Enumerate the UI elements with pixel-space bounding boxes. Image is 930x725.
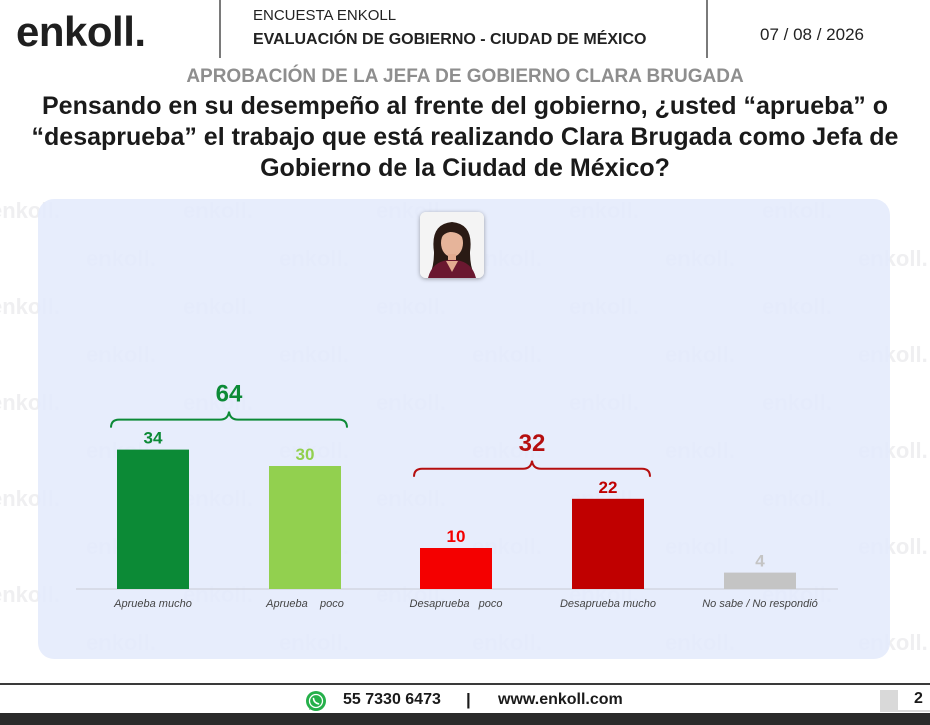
- survey-date: 07 / 08 / 2026: [760, 25, 864, 44]
- survey-title: EVALUACIÓN DE GOBIERNO - CIUDAD DE MÉXIC…: [253, 31, 647, 48]
- group-bracket: [110, 411, 348, 428]
- header: enkoll. ENCUESTA ENKOLL EVALUACIÓN DE GO…: [0, 0, 930, 60]
- footer-divider: [0, 683, 930, 685]
- chart-subtitle: APROBACIÓN DE LA JEFA DE GOBIERNO CLARA …: [186, 66, 744, 87]
- bar: [572, 498, 644, 589]
- bar: [117, 449, 189, 589]
- survey-question: Pensando en su desempeño al frente del g…: [31, 92, 899, 182]
- data-label: 30: [296, 445, 315, 464]
- data-label: 34: [144, 429, 163, 448]
- group-total-label: 64: [216, 381, 243, 408]
- header-divider: [219, 0, 221, 58]
- header-divider: [706, 0, 708, 58]
- group-bracket: [413, 460, 651, 477]
- bar-chart: 34 Aprueba mucho 30 Aprueba poco 10 Desaprueb…: [76, 381, 838, 610]
- bar: [724, 572, 796, 589]
- category-label: Desaprueba poco: [410, 598, 503, 610]
- bar: [420, 548, 492, 589]
- data-label: 4: [755, 552, 765, 571]
- category-label: Desaprueba mucho: [560, 598, 656, 610]
- category-label: No sabe / No respondió: [702, 598, 818, 610]
- enkoll-logo: enkoll.: [16, 8, 146, 55]
- data-label: 10: [447, 527, 466, 546]
- survey-label: ENCUESTA ENKOLL: [253, 7, 397, 24]
- bottom-bar: [0, 713, 930, 725]
- bar: [269, 466, 341, 589]
- footer-separator: |: [466, 690, 471, 709]
- whatsapp-icon: [305, 690, 327, 712]
- group-total-label: 32: [519, 430, 546, 457]
- category-label: Aprueba mucho: [113, 598, 192, 610]
- category-label: Aprueba poco: [265, 598, 344, 610]
- portrait-photo: [420, 212, 484, 278]
- data-label: 22: [599, 478, 618, 497]
- website-link[interactable]: www.enkoll.com: [498, 691, 623, 708]
- page-number: 2: [898, 690, 930, 710]
- phone-number: 55 7330 6473: [343, 691, 441, 708]
- footer: 55 7330 6473 | www.enkoll.com 2: [0, 690, 930, 712]
